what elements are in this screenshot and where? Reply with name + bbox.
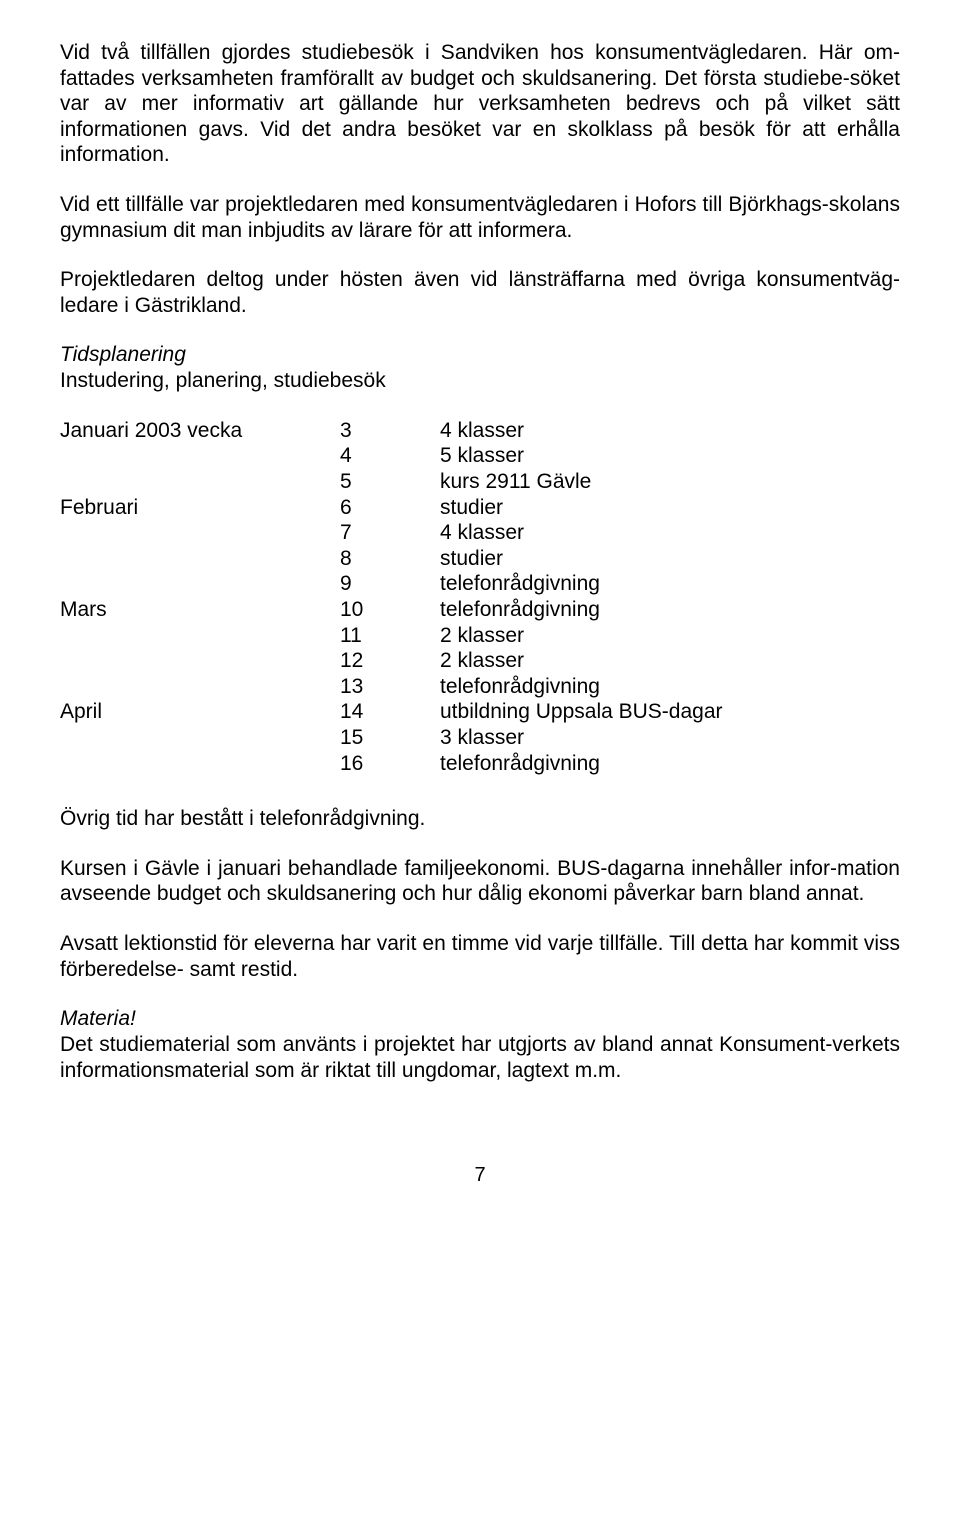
- schedule-week: 8: [340, 546, 440, 572]
- schedule-row: Januari 2003 vecka34 klasser: [60, 418, 900, 444]
- schedule-week: 12: [340, 648, 440, 674]
- schedule-activity: 4 klasser: [440, 418, 900, 444]
- schedule-month: [60, 725, 340, 751]
- schedule-activity: telefonrådgivning: [440, 674, 900, 700]
- schedule-week: 16: [340, 751, 440, 777]
- materia-body: Det studiematerial som använts i projekt…: [60, 1033, 900, 1082]
- schedule-activity: 3 klasser: [440, 725, 900, 751]
- schedule-activity: studier: [440, 546, 900, 572]
- schedule-activity: studier: [440, 495, 900, 521]
- schedule-activity: telefonrådgivning: [440, 571, 900, 597]
- paragraph-3: Projektledaren deltog under hösten även …: [60, 267, 900, 318]
- schedule-month: [60, 751, 340, 777]
- tidsplanering-sub: Instudering, planering, studiebesök: [60, 369, 386, 392]
- schedule-week: 3: [340, 418, 440, 444]
- schedule-row: 8studier: [60, 546, 900, 572]
- schedule-activity: telefonrådgivning: [440, 751, 900, 777]
- schedule-month: Januari 2003 vecka: [60, 418, 340, 444]
- schedule-week: 5: [340, 469, 440, 495]
- schedule-activity: 5 klasser: [440, 443, 900, 469]
- schedule-week: 6: [340, 495, 440, 521]
- schedule-row: 112 klasser: [60, 623, 900, 649]
- schedule-row: 13telefonrådgivning: [60, 674, 900, 700]
- schedule-activity: kurs 2911 Gävle: [440, 469, 900, 495]
- paragraph-1: Vid två tillfällen gjordes studiebesök i…: [60, 40, 900, 168]
- schedule-month: Februari: [60, 495, 340, 521]
- schedule-month: [60, 648, 340, 674]
- schedule-row: Mars10telefonrådgivning: [60, 597, 900, 623]
- page-number: 7: [60, 1163, 900, 1187]
- schedule-month: [60, 674, 340, 700]
- schedule-row: 9telefonrådgivning: [60, 571, 900, 597]
- schedule-month: [60, 623, 340, 649]
- tidsplanering-heading: Tidsplanering: [60, 343, 186, 366]
- schedule-row: 16telefonrådgivning: [60, 751, 900, 777]
- schedule-week: 15: [340, 725, 440, 751]
- schedule-activity: telefonrådgivning: [440, 597, 900, 623]
- schedule-row: 45 klasser: [60, 443, 900, 469]
- schedule-week: 4: [340, 443, 440, 469]
- paragraph-2: Vid ett tillfälle var projektledaren med…: [60, 192, 900, 243]
- schedule-table: Januari 2003 vecka34 klasser45 klasser5k…: [60, 418, 900, 777]
- schedule-month: [60, 571, 340, 597]
- paragraph-4: Övrig tid har bestått i telefonrådgivnin…: [60, 806, 900, 832]
- schedule-activity: utbildning Uppsala BUS-dagar: [440, 699, 900, 725]
- schedule-week: 9: [340, 571, 440, 597]
- schedule-row: 5kurs 2911 Gävle: [60, 469, 900, 495]
- schedule-row: 74 klasser: [60, 520, 900, 546]
- materia-heading: Materia!: [60, 1007, 136, 1030]
- schedule-week: 11: [340, 623, 440, 649]
- materia-block: Materia! Det studiematerial som använts …: [60, 1006, 900, 1083]
- schedule-row: 122 klasser: [60, 648, 900, 674]
- schedule-month: [60, 443, 340, 469]
- tidsplanering-block: Tidsplanering Instudering, planering, st…: [60, 342, 900, 393]
- paragraph-6: Avsatt lektionstid för eleverna har vari…: [60, 931, 900, 982]
- schedule-month: April: [60, 699, 340, 725]
- schedule-week: 13: [340, 674, 440, 700]
- schedule-activity: 2 klasser: [440, 648, 900, 674]
- schedule-week: 7: [340, 520, 440, 546]
- schedule-week: 10: [340, 597, 440, 623]
- schedule-row: April14utbildning Uppsala BUS-dagar: [60, 699, 900, 725]
- schedule-month: Mars: [60, 597, 340, 623]
- schedule-month: [60, 546, 340, 572]
- paragraph-5: Kursen i Gävle i januari behandlade fami…: [60, 856, 900, 907]
- schedule-month: [60, 469, 340, 495]
- schedule-week: 14: [340, 699, 440, 725]
- schedule-activity: 4 klasser: [440, 520, 900, 546]
- schedule-activity: 2 klasser: [440, 623, 900, 649]
- schedule-row: 153 klasser: [60, 725, 900, 751]
- schedule-row: Februari6studier: [60, 495, 900, 521]
- schedule-month: [60, 520, 340, 546]
